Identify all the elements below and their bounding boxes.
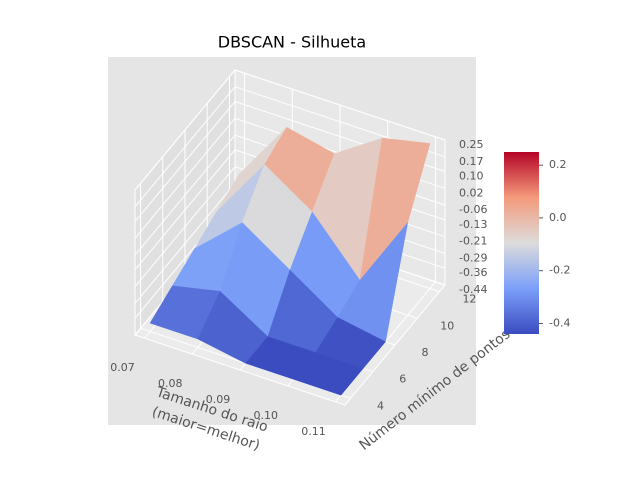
grid-line [134,149,236,271]
colorbar-tick-label: -0.2 [549,264,570,277]
colorbar-tick-label: -0.4 [549,316,570,329]
z-tick-label: -0.13 [459,218,487,231]
grid-line [134,183,236,304]
grid-line [234,69,446,141]
z-tick-label: -0.44 [459,283,487,296]
grid-line [134,134,236,256]
colorbar [504,152,539,334]
z-tick-label: 0.10 [459,170,484,183]
x-tick-label: 0.08 [158,377,183,390]
z-tick-label: 0.17 [459,155,484,168]
z-tick-label: -0.21 [459,235,487,248]
z-tick-label: -0.29 [459,251,487,264]
chart-title: DBSCAN - Silhueta [218,33,366,52]
z-tick-label: -0.06 [459,203,487,216]
grid-line [134,101,236,222]
grid-line [134,118,236,239]
grid-line [134,166,236,287]
colorbar-tick-label: 0.0 [549,211,567,224]
z-tick-label: -0.36 [459,266,487,279]
x-tick-label: 0.09 [206,393,231,406]
y-tick-label: 6 [399,373,406,386]
x-tick-label: 0.07 [110,361,135,374]
z-tick-label: 0.02 [459,186,484,199]
y-tick-label: 10 [440,319,454,332]
y-tick-label: 4 [377,399,384,412]
y-tick-label: 8 [422,346,429,359]
x-tick-label: 0.10 [253,409,278,422]
x-tick-label: 0.11 [301,425,326,438]
grid-line [134,86,236,208]
y-tick-label: 12 [462,293,476,306]
z-tick-label: 0.25 [459,138,484,151]
grid-line [134,69,236,191]
colorbar-tick-label: 0.2 [549,158,567,171]
surface-patch [292,352,364,396]
